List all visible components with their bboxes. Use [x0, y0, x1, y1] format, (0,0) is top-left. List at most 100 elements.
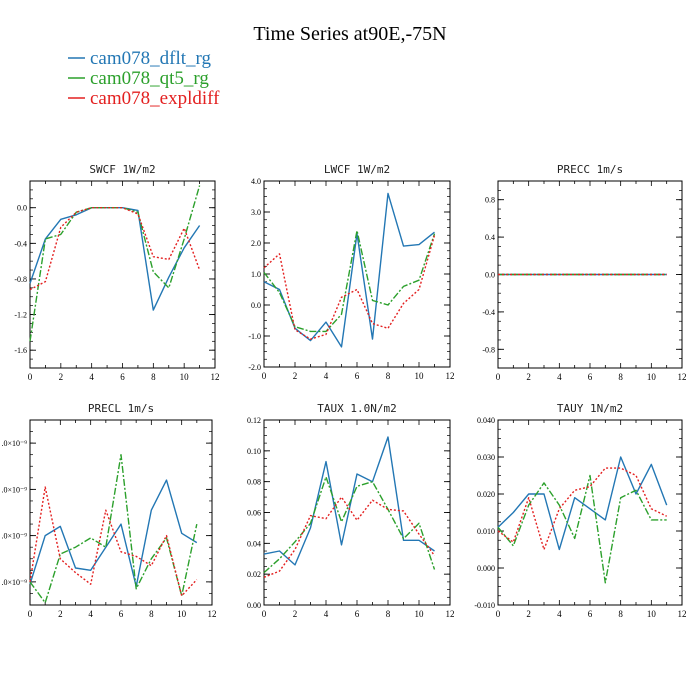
panel-title: TAUY 1N/m2: [557, 402, 623, 415]
x-tick-label: 8: [386, 371, 391, 381]
y-tick-label: -0.010: [474, 601, 495, 610]
x-tick-label: 2: [293, 371, 298, 381]
x-tick-label: 8: [618, 609, 623, 619]
panel-title: LWCF 1W/m2: [324, 163, 390, 176]
y-tick-label: -2.0: [248, 363, 261, 372]
legend: cam078_dflt_rgcam078_qt5_rgcam078_expldi…: [68, 48, 220, 109]
x-tick-label: 4: [324, 371, 329, 381]
y-tick-label: -0.8: [482, 345, 495, 354]
y-tick-label: 0.030: [477, 453, 495, 462]
x-tick-label: 6: [588, 609, 593, 619]
y-tick-label: 0.0: [251, 301, 261, 310]
chart-panel: SWCF 1W/m2 0 2 4 6 8 10 12 -1.6 -1.2 -0.8 -0.4 0.0: [14, 163, 219, 382]
chart-panel: LWCF 1W/m2 0 2 4 6 8 10 12 -2.0 -1.0 0.0 1.0 2.0 3.0 4…: [248, 163, 454, 381]
y-tick-label: .0×10⁻⁹: [1, 578, 27, 587]
x-tick-label: 4: [557, 609, 562, 619]
y-tick-label: 0.10: [247, 447, 261, 456]
y-tick-label: 0.00: [247, 601, 261, 610]
y-tick-label: -0.4: [482, 308, 495, 317]
series-line-cam078_dflt_rg: [29, 479, 198, 588]
chart-panel: PRECL 1m/s 0 2 4 6 8 10 12 .0×10⁻⁹ .0×10⁻⁹ .0×10⁻⁹…: [1, 402, 216, 619]
legend-label: cam078_dflt_rg: [90, 48, 212, 69]
y-tick-label: 0.12: [247, 416, 261, 425]
chart-panel: TAUX 1.0N/m2 0 2 4 6 8 10 12 0.00 0.02 0.04 0.06 0.0…: [247, 402, 455, 619]
x-tick-label: 12: [446, 371, 455, 381]
y-tick-label: 0.040: [477, 416, 495, 425]
x-tick-label: 0: [496, 372, 501, 382]
x-tick-label: 8: [149, 609, 154, 619]
y-tick-label: -1.6: [14, 346, 27, 355]
y-tick-label: 0.02: [247, 570, 261, 579]
series-line-cam078_expldiff: [263, 235, 436, 340]
x-tick-label: 10: [177, 609, 187, 619]
x-tick-label: 10: [415, 371, 425, 381]
series-line-cam078_expldiff: [497, 467, 668, 551]
x-tick-label: 12: [678, 372, 687, 382]
x-tick-label: 10: [647, 372, 657, 382]
y-tick-label: -0.4: [14, 239, 27, 248]
x-tick-label: 0: [496, 609, 501, 619]
y-tick-label: 0.8: [485, 196, 495, 205]
x-tick-label: 10: [415, 609, 425, 619]
y-tick-label: .0×10⁻⁹: [1, 485, 27, 494]
y-tick-label: -0.8: [14, 275, 27, 284]
chart-panel: TAUY 1N/m2 0 2 4 6 8 10 12 -0.010 0.000 0.010 0.020…: [474, 402, 686, 619]
x-tick-label: 0: [262, 371, 267, 381]
x-tick-label: 4: [557, 372, 562, 382]
series-line-cam078_expldiff: [29, 486, 198, 597]
y-tick-label: 0.06: [247, 509, 261, 518]
series-line-cam078_expldiff: [263, 496, 436, 578]
y-tick-label: -1.2: [14, 311, 27, 320]
series-line-cam078_qt5_rg: [29, 454, 198, 604]
chart-panel: PRECC 1m/s 0 2 4 6 8 10 12 -0.8 -0.4 0.0 0.4 0.8: [482, 163, 686, 382]
x-tick-label: 4: [88, 609, 93, 619]
x-tick-label: 2: [526, 372, 531, 382]
y-tick-label: -1.0: [248, 332, 261, 341]
legend-label: cam078_qt5_rg: [90, 68, 209, 89]
y-tick-label: 1.0: [251, 270, 261, 279]
series-line-cam078_expldiff: [29, 206, 201, 291]
legend-label: cam078_expldiff: [90, 88, 220, 109]
figure-title: Time Series at90E,-75N: [253, 23, 446, 45]
series-line-cam078_qt5_rg: [263, 476, 436, 574]
x-tick-label: 12: [208, 609, 217, 619]
x-tick-label: 10: [647, 609, 657, 619]
y-tick-label: 0.0: [485, 271, 495, 280]
x-tick-label: 0: [262, 609, 267, 619]
panel-title: PRECL 1m/s: [88, 402, 154, 415]
x-tick-label: 6: [119, 609, 124, 619]
panel-title: PRECC 1m/s: [557, 163, 623, 176]
y-tick-label: 0.08: [247, 478, 261, 487]
x-tick-label: 8: [618, 372, 623, 382]
x-tick-label: 10: [180, 372, 190, 382]
y-tick-label: 0.04: [247, 539, 261, 548]
x-tick-label: 2: [58, 609, 63, 619]
series-line-cam078_dflt_rg: [497, 456, 668, 551]
x-tick-label: 6: [355, 609, 360, 619]
x-tick-label: 6: [588, 372, 593, 382]
x-tick-label: 0: [28, 609, 33, 619]
y-tick-label: 4.0: [251, 177, 261, 186]
x-tick-label: 2: [526, 609, 531, 619]
x-tick-label: 8: [151, 372, 156, 382]
y-tick-label: 0.0: [17, 204, 27, 213]
x-tick-label: 6: [355, 371, 360, 381]
y-tick-label: .0×10⁻⁹: [1, 532, 27, 541]
x-tick-label: 12: [446, 609, 455, 619]
y-tick-label: 0.000: [477, 564, 495, 573]
x-tick-label: 12: [678, 609, 687, 619]
panel-title: TAUX 1.0N/m2: [317, 402, 396, 415]
panels: SWCF 1W/m20 2 4 6 8 10 12-1.6-1.2-0.8-0.40.0LW…: [1, 163, 686, 619]
x-tick-label: 12: [211, 372, 220, 382]
y-tick-label: 0.010: [477, 527, 495, 536]
x-tick-label: 4: [324, 609, 329, 619]
series-line-cam078_qt5_rg: [263, 229, 436, 333]
x-tick-label: 8: [386, 609, 391, 619]
series-line-cam078_qt5_rg: [29, 185, 201, 342]
x-tick-label: 2: [293, 609, 298, 619]
x-tick-label: 2: [59, 372, 64, 382]
y-tick-label: 0.020: [477, 490, 495, 499]
y-tick-label: 3.0: [251, 208, 261, 217]
